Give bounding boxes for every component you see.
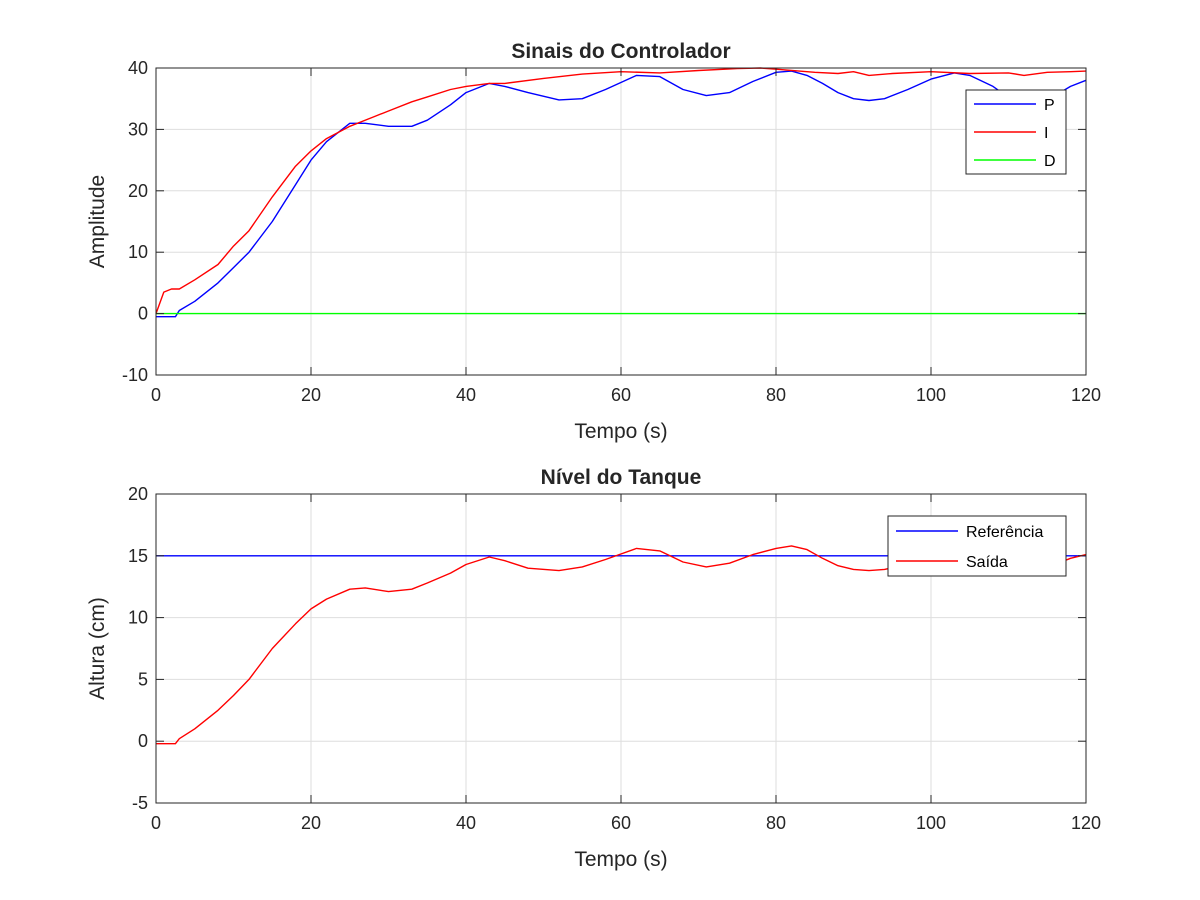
tank-y-tick-label: 0	[138, 731, 148, 751]
tank-x-tick-label: 100	[916, 813, 946, 833]
controller-legend-label: D	[1044, 153, 1056, 170]
tank-x-tick-label: 0	[151, 813, 161, 833]
tank-legend-label: Referência	[966, 524, 1043, 541]
tank-x-axis-label: Tempo (s)	[574, 848, 667, 871]
tank-legend: Referência Saída	[887, 515, 1067, 577]
tank-y-axis-label: Altura (cm)	[86, 597, 109, 700]
controller-x-axis-label: Tempo (s)	[574, 420, 667, 443]
controller-x-tick-label: 0	[151, 385, 161, 405]
controller-legend-label: I	[1044, 125, 1048, 142]
tank-x-tick-label: 40	[456, 813, 476, 833]
controller-y-tick-label: -10	[122, 365, 148, 385]
controller-x-tick-label: 100	[916, 385, 946, 405]
tank-y-tick-label: 10	[128, 608, 148, 628]
controller-y-ticks: -10 0 10 20 30 40	[122, 58, 1086, 385]
tank-y-tick-label: 5	[138, 669, 148, 689]
controller-chart-title: Sinais do Controlador	[511, 40, 730, 63]
tank-x-tick-label: 20	[301, 813, 321, 833]
controller-x-tick-label: 120	[1071, 385, 1101, 405]
controller-series-i	[155, 67, 1087, 314]
controller-x-ticks: 0 20 40 60 80 100 120	[151, 68, 1101, 405]
tank-x-tick-label: 60	[611, 813, 631, 833]
tank-x-tick-label: 120	[1071, 813, 1101, 833]
controller-legend: PID	[965, 89, 1067, 175]
controller-y-tick-label: 30	[128, 119, 148, 139]
controller-y-tick-label: 40	[128, 58, 148, 78]
tank-x-ticks: 0 20 40 60 80 100 120	[151, 494, 1101, 833]
tank-y-tick-label: 20	[128, 484, 148, 504]
tank-chart-title: Nível do Tanque	[541, 466, 702, 489]
tank-x-tick-label: 80	[766, 813, 786, 833]
tank-y-tick-label: -5	[132, 793, 148, 813]
controller-x-tick-label: 40	[456, 385, 476, 405]
controller-series-p	[156, 70, 1087, 318]
controller-x-tick-label: 60	[611, 385, 631, 405]
tank-legend-box	[887, 515, 1067, 577]
tank-y-tick-label: 15	[128, 546, 148, 566]
controller-x-tick-label: 20	[301, 385, 321, 405]
controller-x-tick-label: 80	[766, 385, 786, 405]
controller-y-axis-label: Amplitude	[86, 175, 109, 268]
controller-series	[155, 67, 1087, 318]
controller-y-tick-label: 0	[138, 304, 148, 324]
controller-legend-label: P	[1044, 97, 1055, 114]
tank-legend-label: Saída	[966, 554, 1008, 571]
tank-y-ticks: -5 0 5 10 15 20	[128, 484, 1086, 813]
controller-y-tick-label: 20	[128, 181, 148, 201]
controller-grid	[156, 68, 1086, 375]
controller-y-tick-label: 10	[128, 242, 148, 262]
